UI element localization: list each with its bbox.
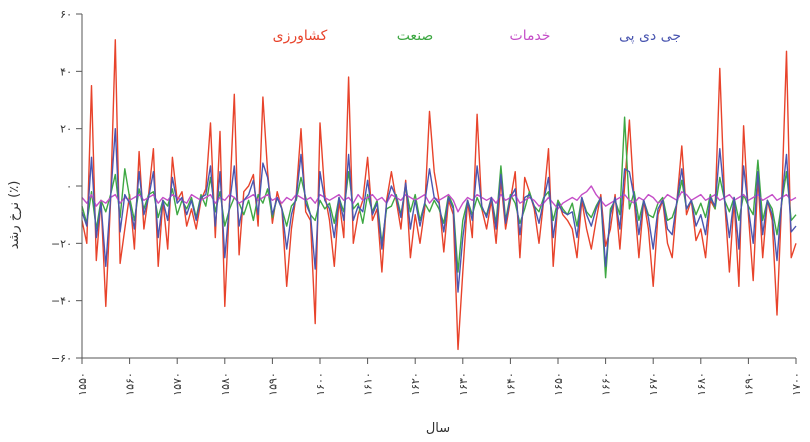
x-tick-label: ۱۵۹۰ [266, 372, 279, 396]
x-tick-label: ۱۶۵۰ [552, 372, 565, 396]
plot-lines [81, 39, 797, 351]
y-tick-label: ۶۰ [60, 8, 72, 21]
y-tick-label: −۲۰ [51, 237, 72, 250]
y-tick-label: −۴۰ [51, 295, 72, 308]
axes: ۶۰ ۴۰ ۲۰ ۰ −۲۰ −۴۰ −۶۰ ۱۵۵۰ ۱۵۶۰ ۱۵۷۰ ۱۵۸۰ ۱۵۹۰ ۱۶۰۰… [51, 8, 803, 396]
x-tick-label: ۱۶۰۰ [314, 372, 327, 396]
x-tick-label: ۱۵۷۰ [171, 372, 184, 396]
x-tick-label: ۱۷۰۰ [790, 372, 803, 396]
series-line-3 [81, 127, 797, 293]
y-axis-title: نرخ رشد (٪) [7, 181, 22, 250]
x-tick-label: ۱۶۴۰ [504, 372, 517, 396]
legend-label-0: کشاورزی [273, 28, 328, 44]
x-tick-label: ۱۶۶۰ [600, 372, 613, 396]
y-tick-label: ۲۰ [60, 123, 72, 136]
legend: کشاورزی صنعت خدمات جی دی پی [273, 28, 681, 44]
x-tick-label: ۱۶۷۰ [647, 372, 660, 396]
legend-label-1: صنعت [397, 28, 434, 44]
y-tick-label: −۶۰ [51, 352, 72, 365]
x-tick-label: ۱۶۸۰ [695, 372, 708, 396]
x-tick-label: ۱۶۹۰ [742, 372, 755, 396]
series-line-0 [81, 39, 797, 351]
y-tick-label: ۴۰ [60, 65, 72, 78]
x-axis-title: سال [426, 421, 450, 436]
x-tick-label: ۱۵۸۰ [219, 372, 232, 396]
x-tick-label: ۱۶۳۰ [457, 372, 470, 396]
legend-label-2: خدمات [510, 28, 551, 44]
legend-label-3: جی دی پی [619, 28, 681, 44]
x-tick-label: ۱۶۲۰ [409, 372, 422, 396]
x-tick-label: ۱۵۵۰ [76, 372, 89, 396]
x-tick-label: ۱۵۶۰ [124, 372, 137, 396]
y-tick-label: ۰ [66, 180, 72, 193]
x-tick-label: ۱۶۱۰ [362, 372, 375, 396]
